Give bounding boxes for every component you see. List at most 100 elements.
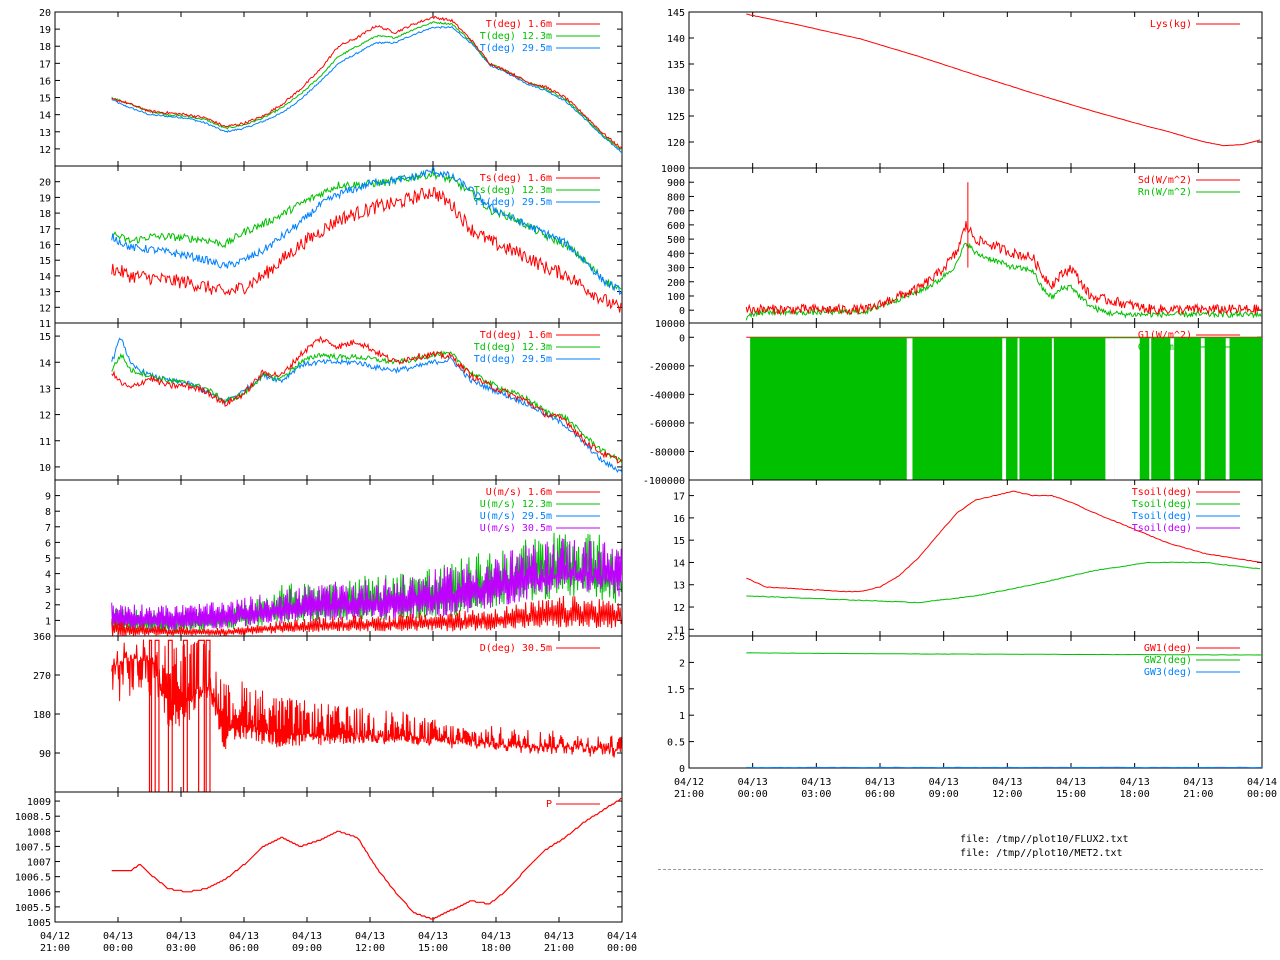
ytick-label-Td-5: 15 <box>39 332 51 343</box>
ytick-label-Tsoil-2: 13 <box>673 581 685 592</box>
g2-gap-0 <box>906 338 913 480</box>
series-band-U-magenta <box>111 538 622 632</box>
series-line-Td-1 <box>111 350 622 465</box>
legend-label-Sd-1: Rn(W/m^2) <box>1138 187 1192 198</box>
ytick-label-P-1: 1005.5 <box>15 903 51 914</box>
ytick-label-GW-1: 0.5 <box>667 738 685 749</box>
xtick-date-GW-2: 04/13 <box>801 777 831 788</box>
legend-label-T-1: T(deg) 12.3m <box>480 31 552 42</box>
xtick-date-GW-7: 04/13 <box>1120 777 1150 788</box>
plot-area-T <box>111 15 622 154</box>
g2-gap-1 <box>1002 338 1007 480</box>
xtick-date-GW-4: 04/13 <box>929 777 959 788</box>
ytick-label-P-6: 1008 <box>27 827 51 838</box>
ytick-label-Sd-1: 100 <box>667 292 685 303</box>
xtick-date-GW-8: 04/13 <box>1183 777 1213 788</box>
xtick-time-GW-3: 06:00 <box>865 789 895 800</box>
ytick-label-T-5: 17 <box>39 59 51 70</box>
g2-gap-4 <box>1105 338 1115 480</box>
ytick-label-G-4: -20000 <box>649 362 685 373</box>
series-line-Sd-red <box>745 220 1262 316</box>
ytick-label-T-2: 14 <box>39 111 51 122</box>
xtick-time-GW-0: 21:00 <box>674 789 704 800</box>
legend-label-T-2: T(deg) 29.5m <box>480 43 552 54</box>
ytick-label-T-4: 16 <box>39 76 51 87</box>
g2-gap-2 <box>1017 338 1020 480</box>
panel-GW <box>688 635 1263 769</box>
ytick-label-Sd-9: 900 <box>667 178 685 189</box>
panel-frame-Lys <box>688 11 1263 169</box>
ytick-label-P-7: 1008.5 <box>15 812 51 823</box>
series-line-T-0 <box>111 15 622 149</box>
ytick-label-Ts-6: 17 <box>39 225 51 236</box>
ytick-label-Lys-1: 125 <box>667 112 685 123</box>
ytick-label-U-8: 9 <box>45 492 51 503</box>
legend-label-G-1: G2(W/m^2) <box>1138 342 1192 353</box>
xtick-date-GW-6: 04/13 <box>1056 777 1086 788</box>
xtick-time-P-8: 21:00 <box>544 943 574 954</box>
ytick-label-U-3: 4 <box>45 570 51 581</box>
ytick-label-Ts-3: 14 <box>39 272 51 283</box>
ytick-label-D-0: 90 <box>39 749 51 760</box>
ytick-label-U-4: 5 <box>45 554 51 565</box>
ytick-label-P-4: 1007 <box>27 858 51 869</box>
series-line-Sd-green <box>745 242 1262 321</box>
plot-area-Sd <box>745 182 1262 321</box>
series-line-GW-1 <box>746 652 1262 656</box>
ytick-label-Lys-5: 145 <box>667 8 685 19</box>
xtick-time-P-3: 06:00 <box>229 943 259 954</box>
series-line-Tsoil-1 <box>746 561 1261 604</box>
ytick-label-T-6: 18 <box>39 42 51 53</box>
plot-area-Tsoil <box>746 490 1261 604</box>
xtick-date-GW-0: 04/12 <box>674 777 704 788</box>
plot-area-G <box>746 336 1262 480</box>
legend-label-U-0: U(m/s) 1.6m <box>486 487 552 498</box>
ytick-label-U-1: 2 <box>45 601 51 612</box>
xtick-time-GW-8: 21:00 <box>1183 789 1213 800</box>
xtick-time-GW-4: 09:00 <box>929 789 959 800</box>
ytick-label-GW-0: 0 <box>679 764 685 775</box>
xtick-date-GW-1: 04/13 <box>738 777 768 788</box>
ytick-label-D-2: 270 <box>33 671 51 682</box>
file-label-1: file: /tmp//plot10/FLUX2.txt <box>960 834 1129 845</box>
legend-label-U-2: U(m/s) 29.5m <box>480 511 552 522</box>
direction-spike-5 <box>205 639 211 792</box>
ytick-label-Lys-3: 135 <box>667 60 685 71</box>
legend-label-Tsoil-0: Tsoil(deg) <box>1132 487 1192 498</box>
ytick-label-P-3: 1006.5 <box>15 873 51 884</box>
ytick-label-G-3: -40000 <box>649 390 685 401</box>
g2-gap-7 <box>1170 338 1175 480</box>
ytick-label-U-0: 1 <box>45 616 51 627</box>
panel-Lys <box>688 11 1263 169</box>
xtick-time-P-7: 18:00 <box>481 943 511 954</box>
legend-label-Ts-2: Ts(deg) 29.5m <box>474 197 552 208</box>
series-line-Td-0 <box>111 335 622 464</box>
ytick-label-Sd-7: 700 <box>667 207 685 218</box>
xtick-date-P-8: 04/13 <box>544 931 574 942</box>
ytick-label-Tsoil-4: 15 <box>673 536 685 547</box>
ytick-label-T-0: 12 <box>39 145 51 156</box>
ytick-label-G-1: -80000 <box>649 447 685 458</box>
legend-label-GW-2: GW3(deg) <box>1144 667 1192 678</box>
xtick-date-GW-5: 04/13 <box>992 777 1022 788</box>
legend-label-Tsoil-1: Tsoil(deg) <box>1132 499 1192 510</box>
file-label-2: file: /tmp//plot10/MET2.txt <box>960 848 1123 859</box>
ytick-label-Td-1: 11 <box>39 437 51 448</box>
xtick-time-P-6: 15:00 <box>418 943 448 954</box>
ytick-label-Lys-2: 130 <box>667 86 685 97</box>
plot-area-GW <box>746 652 1262 768</box>
legend-label-Lys-0: Lys(kg) <box>1150 19 1192 30</box>
ytick-label-Ts-0: 11 <box>39 319 51 330</box>
ytick-label-T-3: 15 <box>39 94 51 105</box>
xtick-date-P-0: 04/12 <box>40 931 70 942</box>
xtick-date-P-1: 04/13 <box>103 931 133 942</box>
legend-label-T-0: T(deg) 1.6m <box>486 19 552 30</box>
plot-area-P <box>111 797 622 920</box>
series-line-Tsoil-0 <box>746 490 1261 593</box>
series-band-D <box>111 639 622 758</box>
file-list: file: /tmp//plot10/FLUX2.txt file: /tmp/… <box>960 833 1129 861</box>
ytick-label-U-6: 7 <box>45 523 51 534</box>
ytick-label-U-2: 3 <box>45 585 51 596</box>
g2-gap-3 <box>1051 338 1054 480</box>
xtick-date-P-9: 04/14 <box>607 931 637 942</box>
